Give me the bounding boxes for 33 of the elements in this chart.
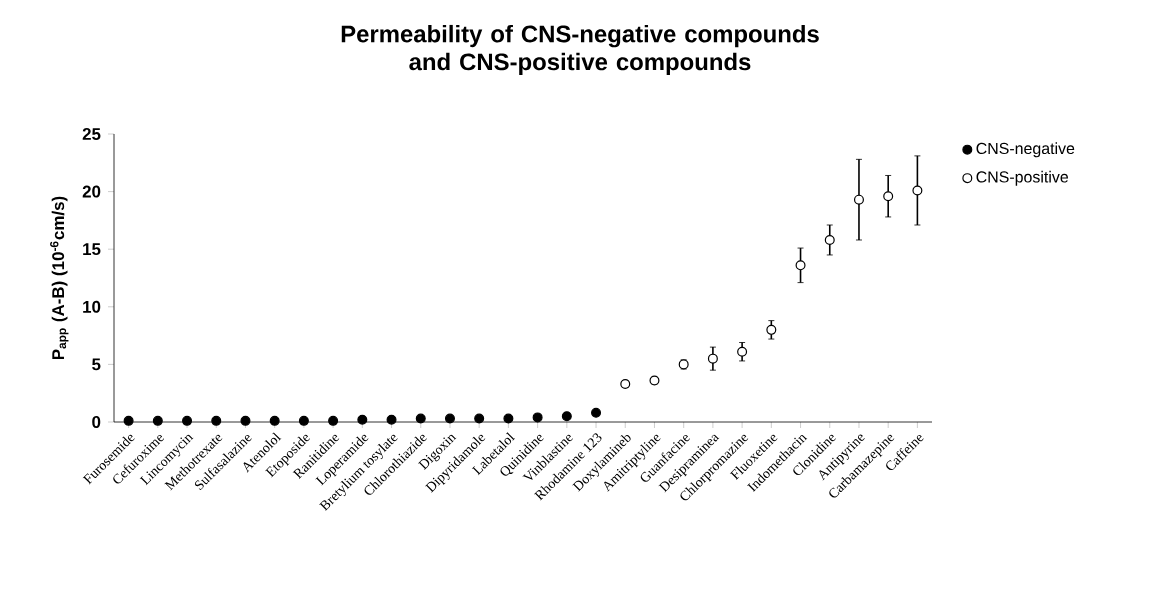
point [123,415,134,426]
point [386,414,397,425]
point [707,353,718,364]
point [795,260,806,271]
point [853,194,864,205]
y-tick-label: 15 [83,243,101,256]
point [532,412,543,423]
point [503,413,514,424]
point [737,346,748,357]
chart-title: Permeability of CNS-negative compounds and CNS-positive compounds [341,24,819,76]
point [298,415,309,426]
point [415,413,426,424]
point [883,191,894,202]
point [912,185,923,196]
y-tick-label: 25 [82,128,101,140]
y-tick-label: 5 [92,358,101,371]
point [152,415,163,426]
point [211,415,222,426]
point [444,413,455,424]
point [182,415,193,426]
point [240,415,251,426]
point [591,407,602,418]
point [357,414,368,425]
point [561,411,572,422]
y-tick-label: 20 [82,185,101,198]
point [766,324,777,335]
point [269,415,280,426]
y-tick-label: 10 [83,300,101,313]
point [328,415,339,426]
point [474,413,485,424]
y-axis-title: P$_{app}$ (A-B) (10$^{-6}$cm/s) [50,196,69,360]
y-tick-label: 0 [92,416,101,428]
point [824,234,835,245]
